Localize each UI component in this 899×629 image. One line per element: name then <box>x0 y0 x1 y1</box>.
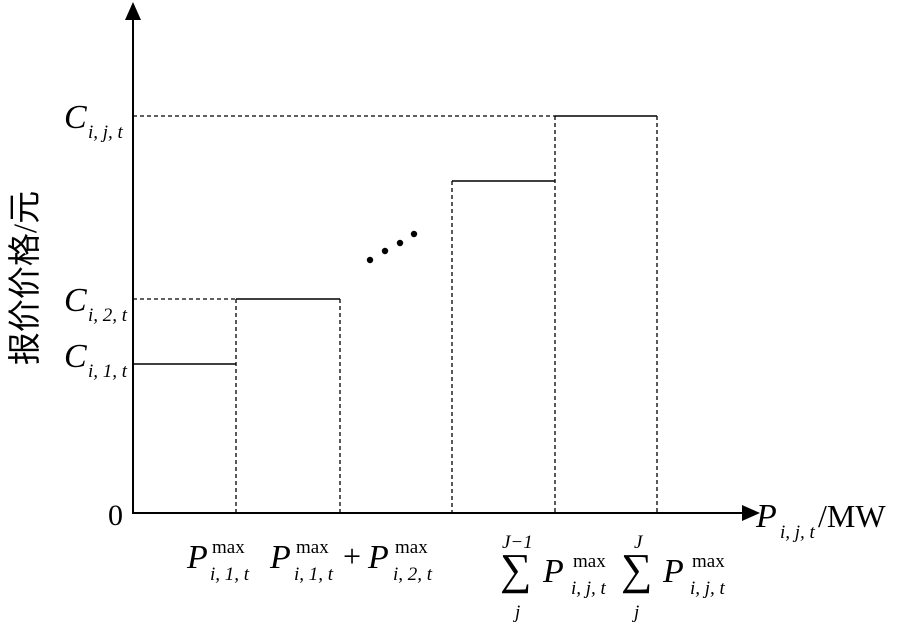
x-tick-lower: j <box>512 602 520 623</box>
x-tick-sub: i, 1, t <box>210 564 250 585</box>
x-tick: P <box>186 539 208 576</box>
x-tick: P <box>662 553 684 590</box>
x-tick: P <box>542 553 564 590</box>
x-tick-upper: J <box>634 532 644 553</box>
x-tick-sum: ∑ <box>621 545 652 594</box>
y-axis-label: 报价价格/元 <box>7 191 44 365</box>
x-tick-sup: max <box>573 551 606 572</box>
x-tick: P <box>269 539 291 576</box>
y-tick-sub: i, j, t <box>88 122 124 143</box>
y-tick: C <box>64 338 87 375</box>
y-arrow <box>125 2 141 20</box>
x-tick-sub: i, 1, t <box>294 564 334 585</box>
x-arrow <box>742 505 760 521</box>
x-axis-unit: /MW <box>818 498 886 534</box>
x-tick-sub: i, j, t <box>690 578 726 599</box>
x-tick-sup: max <box>296 537 329 558</box>
x-tick-sup: max <box>212 537 245 558</box>
x-tick-sub: i, 2, t <box>393 564 433 585</box>
x-axis-label-sub: i, j, t <box>780 522 816 543</box>
x-tick-sub: i, j, t <box>571 578 607 599</box>
x-tick-sup: max <box>692 551 725 572</box>
y-tick: C <box>64 282 87 319</box>
x-tick-lower: j <box>631 602 639 623</box>
y-tick-sub: i, 2, t <box>88 305 128 326</box>
x-tick-operator: + <box>343 538 361 574</box>
ellipsis <box>366 230 418 264</box>
origin-label: 0 <box>108 499 123 532</box>
x-tick-upper: J−1 <box>502 532 533 553</box>
y-tick: C <box>64 99 87 136</box>
y-tick-sub: i, 1, t <box>88 361 128 382</box>
x-axis-label: P <box>755 498 777 535</box>
x-tick-sum: ∑ <box>500 545 531 594</box>
x-tick-sup: max <box>395 537 428 558</box>
x-tick: P <box>367 539 389 576</box>
